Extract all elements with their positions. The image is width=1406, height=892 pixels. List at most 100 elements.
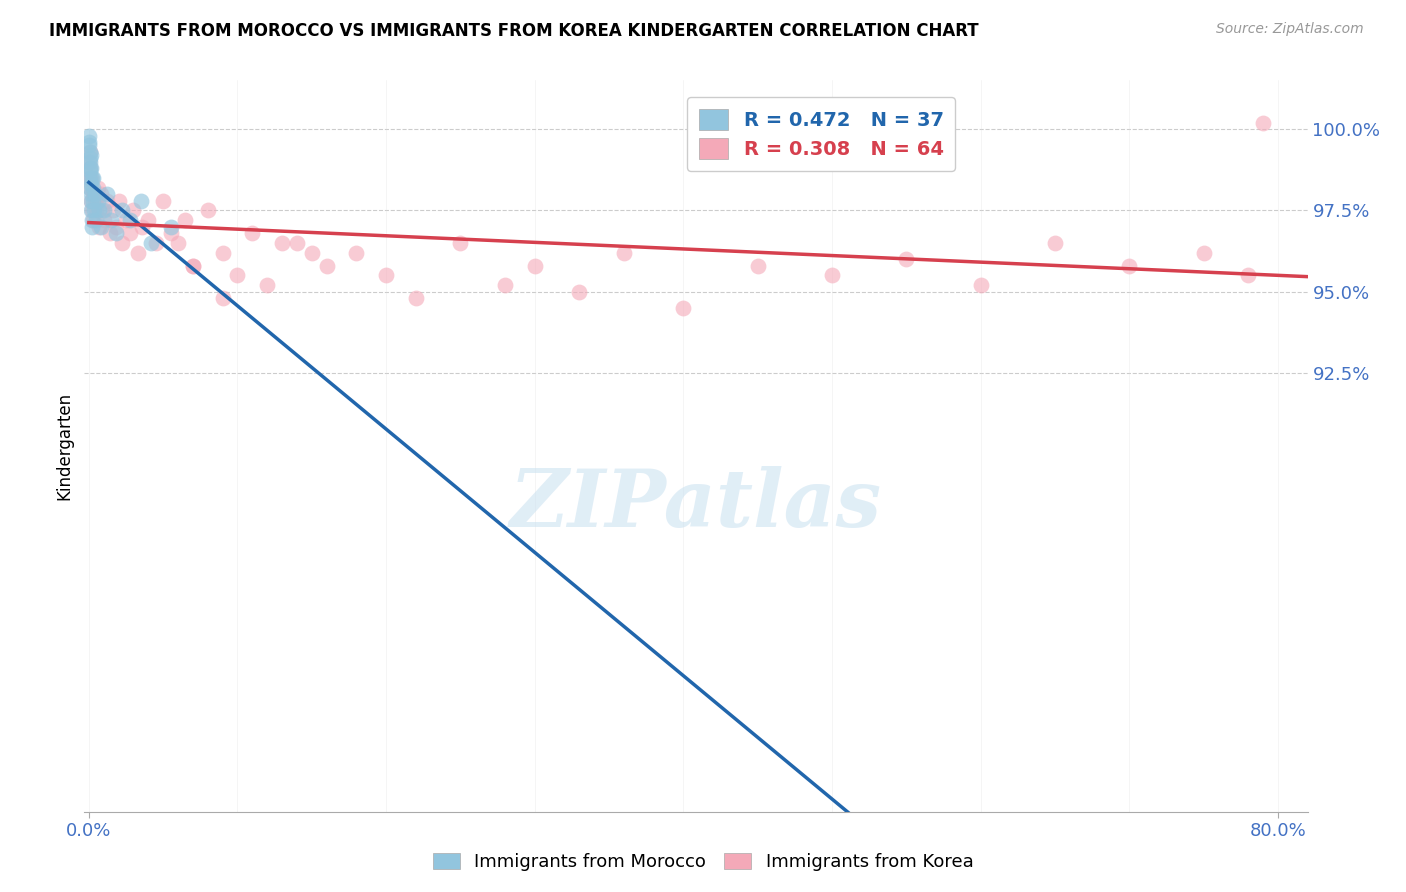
Legend: R = 0.472   N = 37, R = 0.308   N = 64: R = 0.472 N = 37, R = 0.308 N = 64 — [688, 97, 955, 170]
Text: Source: ZipAtlas.com: Source: ZipAtlas.com — [1216, 22, 1364, 37]
Point — [896, 252, 918, 266]
Point — [79, 154, 101, 169]
Point — [87, 194, 110, 208]
Point — [301, 245, 323, 260]
Point — [93, 213, 115, 227]
Text: IMMIGRANTS FROM MOROCCO VS IMMIGRANTS FROM KOREA KINDERGARTEN CORRELATION CHART: IMMIGRANTS FROM MOROCCO VS IMMIGRANTS FR… — [49, 22, 979, 40]
Point — [174, 213, 197, 227]
Point — [449, 235, 471, 250]
Point — [80, 203, 103, 218]
Point — [80, 187, 103, 202]
Point — [96, 187, 118, 202]
Point — [79, 161, 101, 175]
Point — [82, 170, 104, 185]
Point — [83, 203, 105, 218]
Point — [129, 194, 152, 208]
Point — [87, 180, 110, 194]
Point — [141, 235, 163, 250]
Point — [77, 138, 100, 153]
Point — [79, 180, 101, 194]
Point — [82, 180, 104, 194]
Point — [1118, 259, 1140, 273]
Point — [84, 213, 107, 227]
Point — [84, 203, 107, 218]
Point — [80, 203, 103, 218]
Point — [104, 219, 127, 234]
Y-axis label: Kindergarten: Kindergarten — [55, 392, 73, 500]
Point — [285, 235, 308, 250]
Point — [1192, 245, 1215, 260]
Point — [83, 187, 105, 202]
Point — [89, 219, 111, 234]
Point — [821, 268, 844, 283]
Point — [98, 226, 121, 240]
Legend: Immigrants from Morocco, Immigrants from Korea: Immigrants from Morocco, Immigrants from… — [426, 846, 980, 879]
Point — [89, 203, 111, 218]
Point — [82, 194, 104, 208]
Point — [969, 278, 991, 293]
Point — [79, 194, 101, 208]
Point — [120, 213, 142, 227]
Point — [344, 245, 367, 260]
Point — [145, 235, 167, 250]
Point — [79, 151, 101, 165]
Point — [79, 164, 101, 178]
Point — [79, 135, 101, 149]
Point — [90, 219, 112, 234]
Point — [315, 259, 337, 273]
Point — [613, 245, 636, 260]
Point — [120, 226, 142, 240]
Point — [79, 170, 101, 185]
Point — [79, 145, 101, 159]
Point — [101, 203, 124, 218]
Point — [79, 180, 101, 194]
Point — [226, 268, 249, 283]
Point — [211, 291, 233, 305]
Point — [136, 213, 159, 227]
Point — [131, 219, 153, 234]
Point — [747, 259, 769, 273]
Point — [115, 213, 138, 227]
Point — [159, 226, 181, 240]
Point — [82, 187, 104, 202]
Point — [405, 291, 427, 305]
Point — [152, 194, 174, 208]
Point — [80, 170, 103, 185]
Point — [79, 145, 101, 159]
Point — [122, 203, 145, 218]
Point — [167, 235, 190, 250]
Point — [494, 278, 516, 293]
Point — [91, 203, 114, 218]
Point — [110, 235, 132, 250]
Point — [90, 187, 112, 202]
Point — [523, 259, 546, 273]
Point — [80, 213, 103, 227]
Point — [240, 226, 263, 240]
Point — [1251, 115, 1274, 129]
Point — [83, 194, 105, 208]
Point — [159, 219, 181, 234]
Point — [82, 213, 104, 227]
Point — [79, 161, 101, 175]
Point — [107, 194, 129, 208]
Point — [375, 268, 398, 283]
Point — [93, 203, 115, 218]
Point — [96, 194, 118, 208]
Point — [1043, 235, 1066, 250]
Point — [100, 213, 122, 227]
Point — [77, 128, 100, 143]
Point — [127, 245, 149, 260]
Point — [80, 178, 103, 192]
Point — [1237, 268, 1260, 283]
Point — [181, 259, 204, 273]
Point — [79, 194, 101, 208]
Point — [104, 226, 127, 240]
Point — [110, 203, 132, 218]
Text: ZIPatlas: ZIPatlas — [510, 466, 882, 543]
Point — [211, 245, 233, 260]
Point — [77, 170, 100, 185]
Point — [197, 203, 219, 218]
Point — [181, 259, 204, 273]
Point — [80, 148, 103, 162]
Point — [672, 301, 695, 315]
